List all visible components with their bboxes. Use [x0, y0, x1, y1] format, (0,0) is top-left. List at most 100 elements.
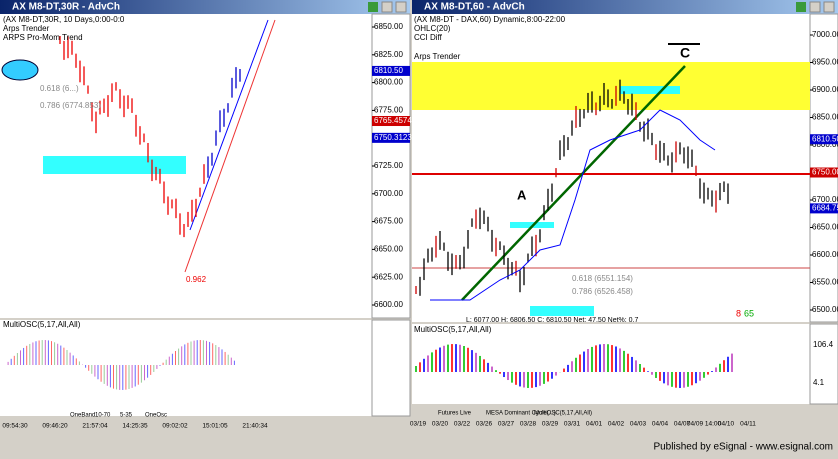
button[interactable]: OneBand [70, 413, 95, 419]
tab[interactable]: MultiOSC(5,17,All,All) [534, 411, 592, 417]
counter: 65 [744, 308, 754, 318]
y-tick-label: 6825.00 [374, 50, 403, 59]
y-tick-label: 6700.00 [812, 195, 838, 204]
window-button[interactable] [809, 1, 821, 13]
window-button[interactable] [381, 1, 393, 13]
x-label: 04/01 [586, 421, 603, 428]
price-label: 6750.31233 [374, 133, 417, 142]
tab[interactable]: MESA Dominant Cycle(...) [486, 411, 556, 417]
trend-line [461, 65, 686, 301]
wave-label: C [680, 45, 690, 61]
header-text: OHLC(20) [414, 24, 451, 33]
x-label: 03/26 [476, 421, 493, 428]
header-text: ARPS Pro-Mom Trend [3, 33, 83, 42]
x-label: 03/31 [564, 421, 581, 428]
x-label: 04/10 [718, 421, 735, 428]
x-label: 03/20 [432, 421, 449, 428]
window-button[interactable] [796, 2, 806, 12]
price-axis [371, 13, 411, 319]
price-flag [372, 65, 410, 76]
price-label: 6810.50 [374, 66, 403, 75]
window-title: AX M8-DT,60 - AdvCh [424, 2, 525, 13]
zone [530, 306, 594, 316]
header-text: (AX M8-DT - DAX,60) Dynamic,8:00-22:00 [414, 15, 566, 24]
price-flag [372, 132, 410, 143]
price-flag [372, 116, 410, 127]
marker [1, 59, 39, 81]
price-label: 6810.50 [812, 134, 838, 143]
header-text: Arps Trender [414, 52, 461, 61]
wave-label: A [517, 187, 527, 202]
x-label: 14:25:35 [122, 423, 148, 430]
channel-line [184, 19, 276, 273]
header-text: (AX M8-DT,30R, 10 Days,0:00-0:0 [3, 15, 125, 24]
osc-value: 4.1 [813, 378, 825, 387]
osc-axis [371, 319, 411, 417]
x-label: 04/11 [740, 421, 756, 428]
x-label: 03/19 [410, 421, 427, 428]
x-label: 03/28 [520, 421, 537, 428]
x-label: 04/03 [630, 421, 647, 428]
fib-label: 0.786 (6526.458) [572, 287, 633, 296]
zone [412, 62, 810, 110]
zone [43, 156, 186, 174]
price-label: 6765.45748 [374, 116, 417, 125]
button[interactable]: 10-70 [95, 413, 111, 419]
fib-label: 0.618 (6...) [40, 84, 79, 93]
osc-title: MultiOSC(5,17,All,All) [3, 320, 81, 329]
y-tick-label: 6550.00 [812, 278, 838, 287]
price-flag [810, 134, 838, 145]
button[interactable]: OneOsc [145, 413, 167, 419]
osc-title: MultiOSC(5,17,All,All) [414, 325, 492, 334]
x-label: 03/27 [498, 421, 515, 428]
y-tick-label: 6600.00 [812, 250, 838, 259]
osc-pane [0, 320, 372, 416]
y-tick-label: 6800.00 [374, 78, 403, 87]
counter: 8 [736, 308, 741, 318]
fib-label: 0.786 (6774.853) [40, 101, 101, 110]
osc-axis [809, 323, 838, 405]
window-title: AX M8-DT,30R - AdvCh [12, 2, 120, 13]
y-tick-label: 6650.00 [374, 245, 403, 254]
x-label: 04/07 [674, 421, 691, 428]
x-label: 09:54:30 [2, 423, 28, 430]
button[interactable]: 5-35 [120, 413, 133, 419]
price-label: 6750.00 [812, 168, 838, 177]
y-tick-label: 6700.00 [374, 189, 403, 198]
tab[interactable]: Futures Live [438, 411, 472, 417]
window-button[interactable] [823, 1, 835, 13]
y-tick-label: 6600.00 [374, 300, 403, 309]
x-label: 03/22 [454, 421, 471, 428]
title-bar [0, 0, 410, 14]
y-tick-label: 6625.00 [374, 272, 403, 281]
y-tick-label: 7000.00 [812, 30, 838, 39]
x-label: 09:46:20 [42, 423, 68, 430]
price-flag [810, 167, 838, 178]
fib-label: 0.618 (6551.154) [572, 274, 633, 283]
window-button[interactable] [368, 2, 378, 12]
x-label: 04/09 14:00 [687, 421, 722, 428]
price-label: 6684.75 [812, 203, 838, 212]
y-tick-label: 6850.00 [812, 113, 838, 122]
x-label: 21:40:34 [242, 423, 268, 430]
y-tick-label: 6725.00 [374, 161, 403, 170]
channel-line [189, 19, 269, 231]
fib-label: 0.962 [186, 275, 207, 284]
y-tick-label: 6675.00 [374, 217, 403, 226]
x-label: 15:01:05 [202, 423, 228, 430]
price-flag [810, 203, 838, 214]
tab-strip [412, 408, 810, 418]
x-label: 04/02 [608, 421, 625, 428]
y-tick-label: 6800.00 [812, 140, 838, 149]
status-line: L: 6077.00 H: 6806.50 C: 6810.50 Net: 47… [466, 317, 639, 324]
title-bar [412, 0, 838, 14]
y-tick-label: 6900.00 [812, 85, 838, 94]
x-label: 21:57:04 [82, 423, 108, 430]
y-tick-label: 6850.00 [374, 22, 403, 31]
y-tick-label: 6775.00 [374, 106, 403, 115]
window-button[interactable] [395, 1, 407, 13]
x-label: 04/04 [652, 421, 669, 428]
footer: Published by eSignal - www.esignal.com [653, 442, 833, 453]
